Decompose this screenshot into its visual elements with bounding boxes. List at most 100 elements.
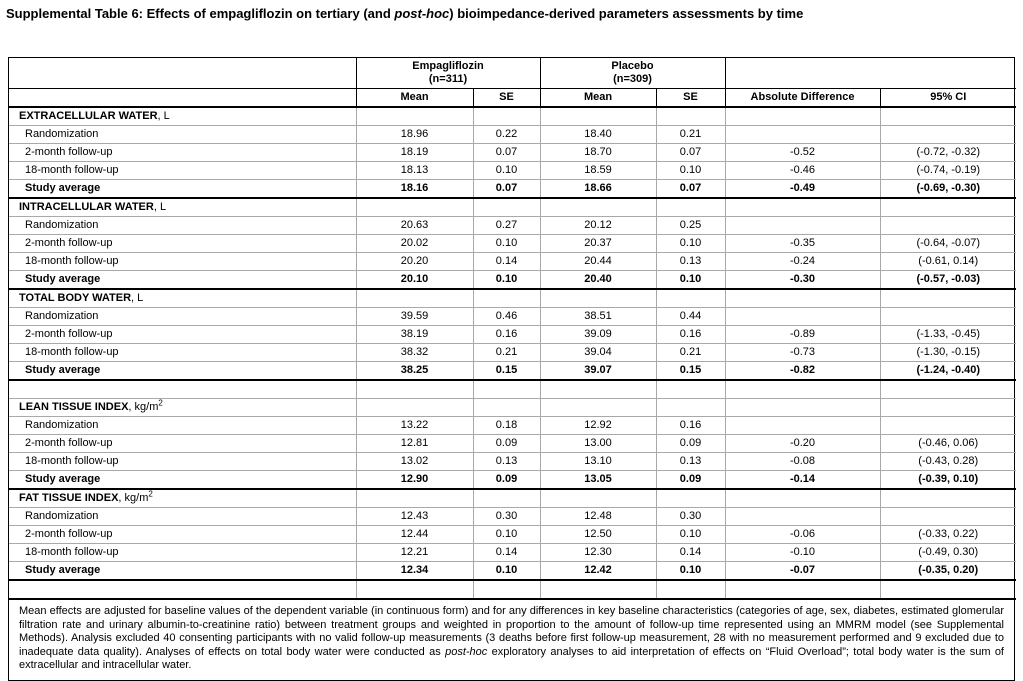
empty-cell xyxy=(725,198,881,217)
placebo-mean-cell: 39.09 xyxy=(540,325,657,344)
title-text: ) bioimpedance-derived parameters assess… xyxy=(449,6,804,21)
abs-diff-cell: -0.49 xyxy=(725,179,881,199)
empty-cell xyxy=(473,489,541,508)
data-row: 2-month follow-up 12.44 0.10 12.50 0.10 … xyxy=(9,525,1016,544)
row-label: 18-month follow-up xyxy=(9,343,357,362)
spacer-cell xyxy=(473,580,541,600)
placebo-mean-cell: 13.05 xyxy=(540,470,657,490)
data-row: 2-month follow-up 20.02 0.10 20.37 0.10 … xyxy=(9,234,1016,253)
placebo-mean-cell: 12.50 xyxy=(540,525,657,544)
placebo-se-cell: 0.30 xyxy=(656,507,726,526)
data-row: 18-month follow-up 18.13 0.10 18.59 0.10… xyxy=(9,161,1016,180)
footnote-text: exploratory analyses to aid interpretati… xyxy=(19,645,1004,672)
data-row: Randomization 18.96 0.22 18.40 0.21 xyxy=(9,125,1016,144)
data-row: 2-month follow-up 38.19 0.16 39.09 0.16 … xyxy=(9,325,1016,344)
row-label: Study average xyxy=(9,561,357,581)
row-label: 2-month follow-up xyxy=(9,234,357,253)
emp-mean-cell: 18.13 xyxy=(356,161,474,180)
study-average-row: Study average 12.34 0.10 12.42 0.10 -0.0… xyxy=(9,561,1016,581)
emp-se-cell: 0.10 xyxy=(473,561,541,581)
section-title: TOTAL BODY WATER, L xyxy=(9,289,357,308)
placebo-mean-cell: 12.30 xyxy=(540,543,657,562)
data-row: 18-month follow-up 20.20 0.14 20.44 0.13… xyxy=(9,252,1016,271)
abs-diff-cell xyxy=(725,125,881,144)
spacer-cell xyxy=(540,580,657,600)
emp-se-cell: 0.10 xyxy=(473,525,541,544)
column-header-placebo-mean: Mean xyxy=(540,88,657,108)
placebo-mean-cell: 12.48 xyxy=(540,507,657,526)
section-unit: , kg/m xyxy=(118,492,149,504)
ci-cell: (-0.46, 0.06) xyxy=(880,434,1016,453)
emp-se-cell: 0.27 xyxy=(473,216,541,235)
abs-diff-cell: -0.30 xyxy=(725,270,881,290)
placebo-se-cell: 0.10 xyxy=(656,561,726,581)
ci-cell xyxy=(880,125,1016,144)
empty-cell xyxy=(725,289,881,308)
results-table: Empagliflozin (n=311) Placebo (n=309) Me… xyxy=(9,58,1016,600)
ci-cell xyxy=(880,507,1016,526)
empty-cell xyxy=(356,489,474,508)
empty-cell xyxy=(540,107,657,126)
data-row: Randomization 39.59 0.46 38.51 0.44 xyxy=(9,307,1016,326)
empty-cell xyxy=(656,289,726,308)
placebo-se-cell: 0.15 xyxy=(656,361,726,381)
group-header-row: Empagliflozin (n=311) Placebo (n=309) xyxy=(9,58,1016,89)
ci-cell: (-1.33, -0.45) xyxy=(880,325,1016,344)
ci-cell: (-0.35, 0.20) xyxy=(880,561,1016,581)
section-name: TOTAL BODY WATER xyxy=(19,292,132,304)
placebo-mean-cell: 18.66 xyxy=(540,179,657,199)
row-label: Randomization xyxy=(9,307,357,326)
group-name: Empagliflozin xyxy=(412,60,484,72)
placebo-se-cell: 0.13 xyxy=(656,252,726,271)
emp-se-cell: 0.16 xyxy=(473,325,541,344)
data-row: 2-month follow-up 12.81 0.09 13.00 0.09 … xyxy=(9,434,1016,453)
placebo-se-cell: 0.16 xyxy=(656,325,726,344)
column-header-abs-difference: Absolute Difference xyxy=(725,88,881,108)
placebo-mean-cell: 38.51 xyxy=(540,307,657,326)
ci-cell: (-1.24, -0.40) xyxy=(880,361,1016,381)
placebo-se-cell: 0.21 xyxy=(656,343,726,362)
placebo-se-cell: 0.44 xyxy=(656,307,726,326)
ci-cell: (-0.74, -0.19) xyxy=(880,161,1016,180)
table-footnote: Mean effects are adjusted for baseline v… xyxy=(9,600,1014,680)
placebo-se-cell: 0.14 xyxy=(656,543,726,562)
abs-diff-cell: -0.24 xyxy=(725,252,881,271)
empty-cell xyxy=(473,198,541,217)
emp-mean-cell: 38.32 xyxy=(356,343,474,362)
spacer-cell xyxy=(9,580,357,600)
spacer-cell xyxy=(540,380,657,399)
row-label: Study average xyxy=(9,470,357,490)
row-label: 2-month follow-up xyxy=(9,325,357,344)
section-unit: , kg/m xyxy=(128,401,159,413)
emp-se-cell: 0.18 xyxy=(473,416,541,435)
empty-cell xyxy=(725,398,881,417)
spacer-cell xyxy=(9,380,357,399)
placebo-se-cell: 0.10 xyxy=(656,270,726,290)
section-unit: , L xyxy=(157,110,170,122)
section-unit-sup: 2 xyxy=(158,398,163,408)
empty-cell xyxy=(356,107,474,126)
emp-mean-cell: 18.19 xyxy=(356,143,474,162)
placebo-se-cell: 0.09 xyxy=(656,470,726,490)
empty-cell xyxy=(473,289,541,308)
placebo-se-cell: 0.10 xyxy=(656,161,726,180)
data-row: 18-month follow-up 12.21 0.14 12.30 0.14… xyxy=(9,543,1016,562)
empty-cell xyxy=(880,198,1016,217)
ci-cell: (-0.72, -0.32) xyxy=(880,143,1016,162)
placebo-se-cell: 0.09 xyxy=(656,434,726,453)
placebo-group-header: Placebo (n=309) xyxy=(540,58,726,89)
empty-cell xyxy=(880,398,1016,417)
emp-se-cell: 0.14 xyxy=(473,543,541,562)
spacer-cell xyxy=(656,580,726,600)
placebo-se-cell: 0.21 xyxy=(656,125,726,144)
emp-se-cell: 0.10 xyxy=(473,270,541,290)
abs-diff-cell: -0.82 xyxy=(725,361,881,381)
study-average-row: Study average 38.25 0.15 39.07 0.15 -0.8… xyxy=(9,361,1016,381)
empty-header-cell xyxy=(9,58,357,89)
section-header-row: INTRACELLULAR WATER, L xyxy=(9,198,1016,217)
section-header-row: TOTAL BODY WATER, L xyxy=(9,289,1016,308)
row-label: Randomization xyxy=(9,416,357,435)
ci-cell: (-1.30, -0.15) xyxy=(880,343,1016,362)
emp-mean-cell: 20.20 xyxy=(356,252,474,271)
placebo-mean-cell: 18.40 xyxy=(540,125,657,144)
